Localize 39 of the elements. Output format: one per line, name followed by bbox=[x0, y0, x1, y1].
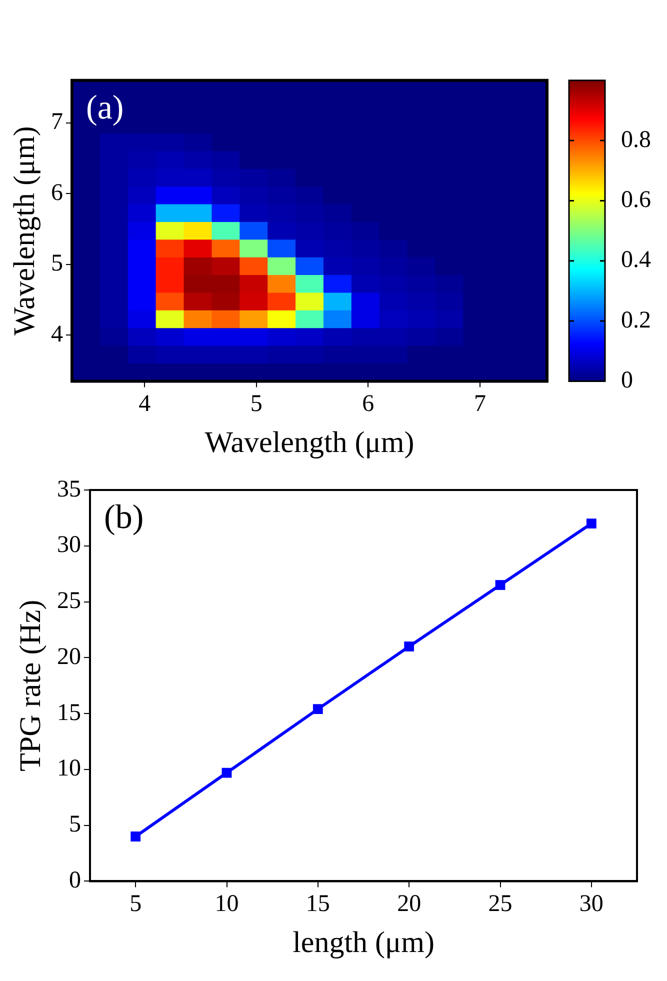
y-tick-label: 20 bbox=[57, 644, 81, 670]
point bbox=[312, 704, 323, 714]
color-bar-label: 0.4 bbox=[621, 247, 651, 274]
x-tick-label: 30 bbox=[579, 890, 604, 917]
y-tick-label: 7 bbox=[51, 109, 63, 136]
point bbox=[222, 768, 232, 778]
y-tick-label: 6 bbox=[51, 180, 63, 206]
x-tick-label: 20 bbox=[397, 890, 422, 917]
y-tick-label: 5 bbox=[51, 250, 63, 277]
point bbox=[130, 832, 141, 842]
x-tick-label: 7 bbox=[474, 390, 486, 417]
x-tick-label: 4 bbox=[138, 390, 151, 417]
x-axis-title: Wavelength (μm) bbox=[204, 426, 414, 459]
x-tick-label: 6 bbox=[362, 390, 374, 417]
y-tick-label: 10 bbox=[57, 756, 81, 782]
x-axis-title: length (μm) bbox=[292, 926, 434, 959]
y-tick-label: 35 bbox=[57, 476, 81, 502]
color-bar-label: 0 bbox=[621, 367, 633, 394]
x-tick-label: 5 bbox=[250, 390, 262, 417]
point bbox=[404, 642, 414, 652]
annotation: (b) bbox=[104, 498, 144, 536]
point bbox=[586, 518, 596, 528]
y-tick-label: 30 bbox=[57, 532, 81, 558]
annotation: (a) bbox=[86, 89, 124, 126]
y-tick-label: 5 bbox=[69, 812, 81, 838]
y-axis-title: Wavelength (μm) bbox=[8, 126, 41, 336]
y-tick-label: 4 bbox=[51, 321, 63, 348]
x-tick-label: 10 bbox=[214, 890, 239, 917]
color-bar-label: 0.2 bbox=[621, 307, 651, 334]
x-tick-label: 25 bbox=[488, 890, 512, 917]
y-tick-label: 15 bbox=[57, 700, 81, 726]
x-tick-label: 15 bbox=[306, 890, 330, 917]
color-bar-label: 0.6 bbox=[621, 187, 651, 214]
point bbox=[495, 580, 506, 590]
y-tick-label: 0 bbox=[69, 867, 81, 894]
y-axis-title: TPG rate (Hz) bbox=[14, 600, 47, 772]
y-tick-label: 25 bbox=[57, 588, 81, 614]
color-bar-label: 0.8 bbox=[621, 126, 651, 153]
x-tick-label: 5 bbox=[130, 890, 142, 917]
